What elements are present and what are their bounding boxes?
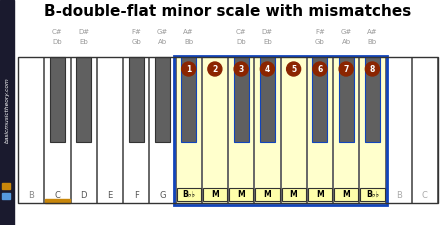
Bar xyxy=(334,188,358,201)
Bar xyxy=(281,57,306,203)
Text: C#: C# xyxy=(52,29,62,35)
Text: A#: A# xyxy=(183,29,194,35)
Text: F#: F# xyxy=(131,29,141,35)
Text: G#: G# xyxy=(341,29,352,35)
Text: D#: D# xyxy=(262,29,273,35)
Text: 6: 6 xyxy=(317,65,323,74)
Text: M: M xyxy=(342,190,350,199)
Circle shape xyxy=(313,62,327,76)
Bar xyxy=(44,57,70,203)
Text: B: B xyxy=(396,191,402,200)
Bar xyxy=(0,0,14,225)
Bar xyxy=(18,57,438,203)
Text: B-double-flat minor scale with mismatches: B-double-flat minor scale with mismatche… xyxy=(44,4,412,19)
Bar xyxy=(312,57,327,142)
Text: F: F xyxy=(134,191,139,200)
Bar xyxy=(338,57,354,142)
Bar xyxy=(149,57,175,203)
Text: D#: D# xyxy=(78,29,89,35)
Bar xyxy=(70,57,96,203)
Text: D: D xyxy=(81,191,87,200)
Text: M: M xyxy=(290,190,297,199)
Text: 3: 3 xyxy=(238,65,244,74)
Text: Db: Db xyxy=(52,39,62,45)
Text: 4: 4 xyxy=(265,65,270,74)
Bar xyxy=(181,57,196,142)
Bar xyxy=(128,57,144,142)
Bar xyxy=(50,57,65,142)
Bar xyxy=(97,57,122,203)
Text: B♭♭: B♭♭ xyxy=(366,190,379,199)
Bar xyxy=(282,188,306,201)
Bar xyxy=(203,188,227,201)
Bar xyxy=(308,188,332,201)
Circle shape xyxy=(234,62,248,76)
Text: B♭♭: B♭♭ xyxy=(182,190,195,199)
Text: 2: 2 xyxy=(212,65,217,74)
Bar xyxy=(18,57,43,203)
Bar xyxy=(76,57,91,142)
Text: A#: A# xyxy=(367,29,378,35)
Text: Ab: Ab xyxy=(341,39,351,45)
Bar xyxy=(385,57,411,203)
Bar xyxy=(333,57,358,203)
Text: Gb: Gb xyxy=(131,39,141,45)
Text: G: G xyxy=(159,191,165,200)
Bar xyxy=(176,188,201,201)
Text: G#: G# xyxy=(157,29,168,35)
Bar xyxy=(359,57,385,203)
Text: M: M xyxy=(264,190,271,199)
Bar xyxy=(123,57,148,203)
Text: Bb: Bb xyxy=(184,39,193,45)
Bar xyxy=(229,188,253,201)
Text: E: E xyxy=(107,191,113,200)
Text: M: M xyxy=(237,190,245,199)
Bar xyxy=(307,57,332,203)
Text: 8: 8 xyxy=(370,65,375,74)
Text: C: C xyxy=(55,191,60,200)
Bar xyxy=(2,183,10,189)
Bar xyxy=(202,57,227,203)
Bar xyxy=(2,193,10,199)
Text: M: M xyxy=(211,190,219,199)
Bar xyxy=(254,57,279,203)
Text: Eb: Eb xyxy=(79,39,88,45)
Bar xyxy=(234,57,249,142)
Bar xyxy=(255,188,279,201)
Bar xyxy=(365,57,380,142)
Text: Db: Db xyxy=(236,39,246,45)
Bar xyxy=(412,57,437,203)
Text: B: B xyxy=(28,191,34,200)
Text: Ab: Ab xyxy=(158,39,167,45)
Circle shape xyxy=(286,62,301,76)
Text: Bb: Bb xyxy=(368,39,377,45)
Bar xyxy=(155,57,170,142)
Circle shape xyxy=(339,62,353,76)
Text: basicmusictheory.com: basicmusictheory.com xyxy=(4,77,10,143)
Text: 1: 1 xyxy=(186,65,191,74)
Bar xyxy=(260,57,275,142)
Text: M: M xyxy=(316,190,324,199)
Text: 7: 7 xyxy=(344,65,349,74)
Bar xyxy=(45,199,70,203)
Text: Gb: Gb xyxy=(315,39,325,45)
Text: Eb: Eb xyxy=(263,39,272,45)
Bar xyxy=(228,57,253,203)
Text: C#: C# xyxy=(236,29,246,35)
Bar xyxy=(176,57,201,203)
Text: F#: F# xyxy=(315,29,325,35)
Text: 5: 5 xyxy=(291,65,296,74)
Circle shape xyxy=(260,62,275,76)
Bar xyxy=(174,56,387,205)
Circle shape xyxy=(208,62,222,76)
Bar xyxy=(360,188,385,201)
Circle shape xyxy=(182,62,196,76)
Circle shape xyxy=(365,62,379,76)
Text: C: C xyxy=(422,191,428,200)
